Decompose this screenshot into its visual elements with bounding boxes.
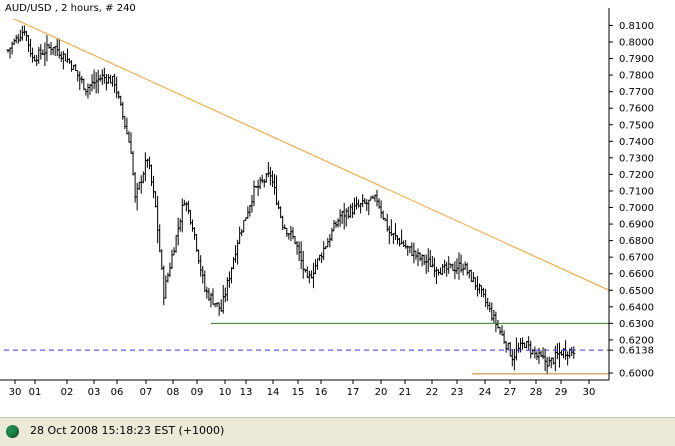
x-tick-label: 17 xyxy=(347,387,360,398)
current-price-label: 0.6138 xyxy=(619,346,654,357)
x-tick-label: 07 xyxy=(140,387,153,398)
y-tick-label: 0.6600 xyxy=(619,269,654,280)
y-tick-label: 0.8100 xyxy=(619,21,654,32)
y-tick-label: 0.7400 xyxy=(619,137,654,148)
x-tick-label: 29 xyxy=(555,387,568,398)
y-tick-label: 0.6500 xyxy=(619,286,654,297)
y-tick-label: 0.7800 xyxy=(619,71,654,82)
y-tick-label: 0.6700 xyxy=(619,253,654,264)
y-tick-label: 0.7600 xyxy=(619,104,654,115)
x-tick-label: 10 xyxy=(219,387,232,398)
x-tick-label: 15 xyxy=(292,387,305,398)
y-tick-label: 0.6000 xyxy=(619,369,654,380)
x-tick-label: 16 xyxy=(315,387,328,398)
y-tick-label: 0.7000 xyxy=(619,203,654,214)
status-timestamp: 28 Oct 2008 15:18:23 EST (+1000) xyxy=(30,424,225,437)
x-tick-label: 27 xyxy=(504,387,517,398)
x-tick-label: 30 xyxy=(9,387,22,398)
chart-title: AUD/USD , 2 hours, # 240 xyxy=(5,3,136,14)
y-tick-label: 0.7100 xyxy=(619,186,654,197)
x-tick-label: 13 xyxy=(240,387,253,398)
x-tick-label: 21 xyxy=(399,387,412,398)
x-tick-label: 20 xyxy=(375,387,388,398)
x-tick-label: 24 xyxy=(479,387,492,398)
x-tick-label: 28 xyxy=(530,387,543,398)
ohlc-bar xyxy=(572,346,576,359)
y-tick-label: 0.6300 xyxy=(619,319,654,330)
y-tick-label: 0.7300 xyxy=(619,153,654,164)
x-tick-label: 03 xyxy=(88,387,101,398)
x-tick-label: 22 xyxy=(426,387,439,398)
y-tick-label: 0.8000 xyxy=(619,38,654,49)
chart-background xyxy=(0,0,675,417)
x-tick-label: 14 xyxy=(267,387,280,398)
x-tick-label: 01 xyxy=(29,387,42,398)
ohlc-chart: 0.6138 0.8100 0.8000 0.7900 0.7800 0.7700 0.7… xyxy=(0,0,675,417)
downtrend-line xyxy=(13,18,610,291)
x-tick-label: 23 xyxy=(451,387,464,398)
y-tick-label: 0.6200 xyxy=(619,335,654,346)
status-bar: 28 Oct 2008 15:18:23 EST (+1000) xyxy=(0,417,675,446)
y-tick-label: 0.7200 xyxy=(619,170,654,181)
y-tick-label: 0.7500 xyxy=(619,120,654,131)
y-tick-label: 0.7700 xyxy=(619,87,654,98)
connection-status-icon xyxy=(6,425,19,438)
y-tick-label: 0.7900 xyxy=(619,54,654,65)
x-tick-label: 08 xyxy=(167,387,180,398)
x-tick-label: 06 xyxy=(111,387,124,398)
x-tick-label: 02 xyxy=(61,387,74,398)
x-tick-label: 09 xyxy=(191,387,204,398)
y-tick-label: 0.6400 xyxy=(619,302,654,313)
x-tick-label: 30 xyxy=(583,387,596,398)
y-tick-label: 0.6900 xyxy=(619,220,654,231)
y-tick-label: 0.6800 xyxy=(619,236,654,247)
